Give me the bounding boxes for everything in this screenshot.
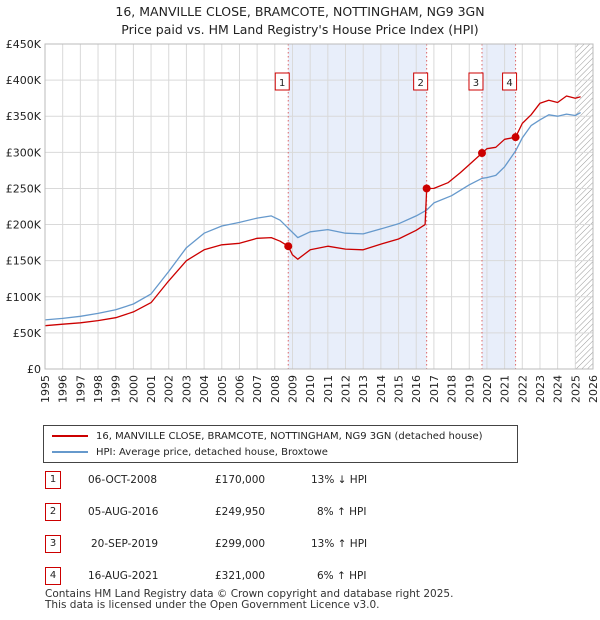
sale-number-badge: 1 (45, 471, 61, 489)
chart-title: 16, MANVILLE CLOSE, BRAMCOTE, NOTTINGHAM… (0, 3, 600, 39)
sale-price: £249,950 (215, 506, 266, 518)
legend-swatch-property (52, 435, 88, 437)
x-tick-label: 2019 (463, 375, 476, 403)
x-tick-label: 2018 (446, 375, 459, 403)
y-tick-label: £400K (6, 74, 42, 87)
x-tick-label: 2022 (516, 375, 529, 403)
sale-date: 20-SEP-2019 (91, 538, 159, 550)
sale-number-box (468, 72, 484, 91)
sale-number-label: 3 (473, 78, 479, 89)
title-line-1: 16, MANVILLE CLOSE, BRAMCOTE, NOTTINGHAM… (115, 4, 485, 19)
sale-number-badge: 2 (45, 503, 61, 521)
sale-number-badge: 4 (45, 567, 61, 585)
legend: 16, MANVILLE CLOSE, BRAMCOTE, NOTTINGHAM… (43, 425, 518, 463)
y-tick-label: £50K (13, 327, 42, 340)
x-tick-label: 2010 (304, 375, 317, 403)
sale-point (422, 184, 431, 193)
x-tick-label: 1999 (110, 375, 123, 403)
plot-border (44, 43, 594, 370)
y-tick-label: £450K (6, 38, 42, 51)
x-tick-label: 2005 (216, 375, 229, 403)
sale-row: 2 05-AUG-2016 £249,950 8% ↑ HPI (45, 503, 385, 523)
x-tick-label: 1997 (74, 375, 87, 403)
legend-swatch-hpi (52, 451, 88, 453)
y-tick-label: £150K (6, 255, 42, 268)
sale-price: £170,000 (215, 474, 266, 486)
legend-label-hpi: HPI: Average price, detached house, Brox… (96, 446, 328, 458)
x-tick-label: 2002 (163, 375, 176, 403)
sale-number-label: 1 (279, 78, 285, 89)
sale-hpi-diff: 6% ↑ HPI (317, 570, 367, 582)
x-tick-label: 2013 (357, 375, 370, 403)
sale-date: 05-AUG-2016 (88, 506, 159, 518)
x-tick-label: 2021 (499, 375, 512, 403)
hpi-line (44, 112, 581, 321)
x-tick-label: 2023 (534, 375, 547, 403)
x-tick-label: 2025 (569, 375, 582, 403)
sale-row: 3 20-SEP-2019 £299,000 13% ↑ HPI (45, 535, 385, 555)
legend-label-property: 16, MANVILLE CLOSE, BRAMCOTE, NOTTINGHAM… (96, 430, 483, 442)
property-price-line (44, 95, 581, 327)
x-tick-label: 2016 (410, 375, 423, 403)
shaded-period (481, 44, 516, 369)
x-tick-label: 2006 (233, 375, 246, 403)
x-tick-label: 2020 (481, 375, 494, 403)
x-tick-label: 2012 (340, 375, 353, 403)
y-tick-label: £250K (6, 182, 42, 195)
sale-number-label: 2 (417, 78, 423, 89)
title-line-2: Price paid vs. HM Land Registry's House … (121, 22, 479, 37)
sale-point (284, 242, 293, 251)
x-tick-label: 2001 (145, 375, 158, 403)
y-tick-label: £300K (6, 146, 42, 159)
x-tick-label: 2004 (198, 375, 211, 403)
x-tick-label: 2014 (375, 375, 388, 403)
x-tick-label: 1998 (92, 375, 105, 403)
legend-item-property: 16, MANVILLE CLOSE, BRAMCOTE, NOTTINGHAM… (52, 428, 483, 444)
x-tick-label: 2015 (393, 375, 406, 403)
sale-price: £299,000 (215, 538, 266, 550)
footer-line-1: Contains HM Land Registry data © Crown c… (45, 588, 454, 600)
x-tick-label: 2026 (587, 375, 600, 403)
x-tick-label: 2017 (428, 375, 441, 403)
y-tick-label: £350K (6, 110, 42, 123)
sale-hpi-diff: 13% ↓ HPI (311, 474, 368, 486)
sale-number-label: 4 (506, 78, 512, 89)
sale-point (477, 149, 486, 158)
x-tick-label: 2024 (552, 375, 565, 403)
sale-hpi-diff: 13% ↑ HPI (311, 538, 368, 550)
sale-row: 4 16-AUG-2021 £321,000 6% ↑ HPI (45, 567, 385, 587)
x-tick-label: 2009 (286, 375, 299, 403)
footer-line-2: This data is licensed under the Open Gov… (45, 599, 380, 611)
sale-number-box (413, 72, 429, 91)
y-tick-label: £200K (6, 219, 42, 232)
sale-date: 06-OCT-2008 (88, 474, 157, 486)
sale-price: £321,000 (215, 570, 266, 582)
sale-date: 16-AUG-2021 (88, 570, 159, 582)
x-tick-label: 2007 (251, 375, 264, 403)
legend-item-hpi: HPI: Average price, detached house, Brox… (52, 444, 328, 460)
x-tick-label: 2000 (127, 375, 140, 403)
y-tick-label: £100K (6, 291, 42, 304)
x-tick-label: 2003 (180, 375, 193, 403)
x-tick-label: 2011 (322, 375, 335, 403)
x-tick-label: 2008 (269, 375, 282, 403)
sale-number-badge: 3 (45, 535, 61, 553)
footer-attribution: Contains HM Land Registry data © Crown c… (45, 589, 453, 611)
sale-number-box (502, 72, 518, 91)
sale-row: 1 06-OCT-2008 £170,000 13% ↓ HPI (45, 471, 385, 491)
x-tick-label: 1996 (57, 375, 70, 403)
sale-point (511, 133, 520, 142)
future-hatch (575, 44, 593, 369)
x-tick-label: 1995 (39, 375, 52, 403)
sale-hpi-diff: 8% ↑ HPI (317, 506, 367, 518)
price-chart: 1 2 3 4 £0 £50K £100K £150K £200K £250K £300K £350… (6, 38, 600, 403)
y-tick-label: £0 (27, 363, 41, 376)
shaded-period (288, 44, 427, 369)
sale-number-box (274, 72, 290, 91)
